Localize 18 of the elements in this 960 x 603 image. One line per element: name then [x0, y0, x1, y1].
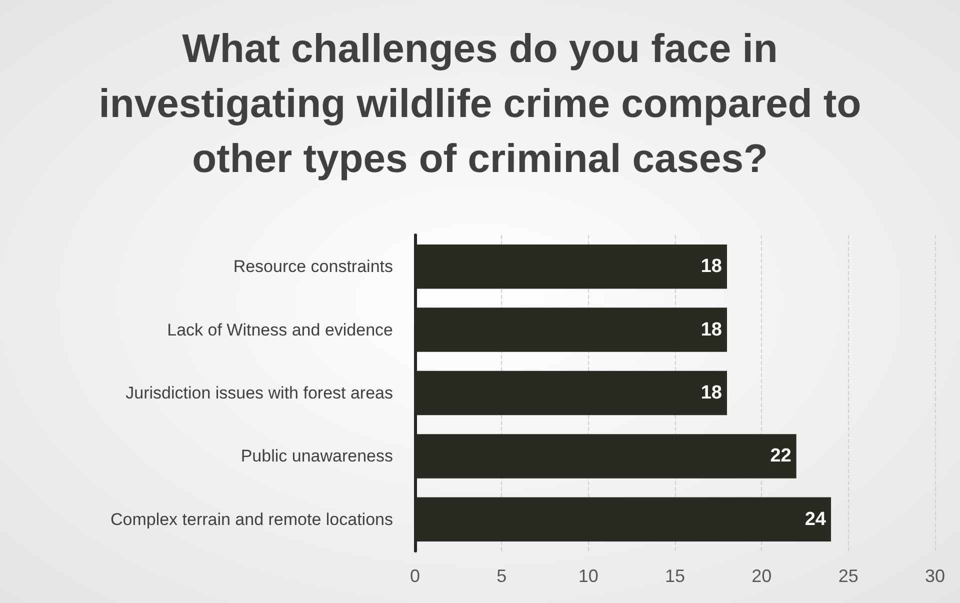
x-tick-label: 10 — [578, 566, 598, 586]
x-tick-label: 30 — [924, 566, 946, 586]
data-label: 24 — [804, 508, 826, 530]
y-tick-label: Public unawareness — [240, 446, 393, 466]
chart-title: What challenges do you face in investigating wildlife crime compared to other types of criminal cases? — [98, 26, 862, 183]
x-tick-label: 15 — [664, 566, 686, 586]
x-tick-label: 25 — [838, 566, 858, 586]
y-tick-label: Lack of Witness and evidence — [167, 320, 393, 340]
y-tick-label: Complex terrain and remote locations — [110, 510, 393, 529]
data-label: 22 — [770, 446, 792, 467]
x-tick-label: 20 — [752, 566, 772, 586]
x-tick-label: 5 — [496, 566, 507, 586]
data-label: 18 — [700, 256, 722, 278]
x-tick-label: 0 — [410, 566, 420, 586]
data-label: 18 — [700, 319, 722, 340]
y-tick-label: Jurisdiction issues with forest areas — [126, 384, 393, 402]
data-label: 18 — [700, 382, 722, 404]
y-tick-label: Resource constraints — [233, 257, 393, 276]
